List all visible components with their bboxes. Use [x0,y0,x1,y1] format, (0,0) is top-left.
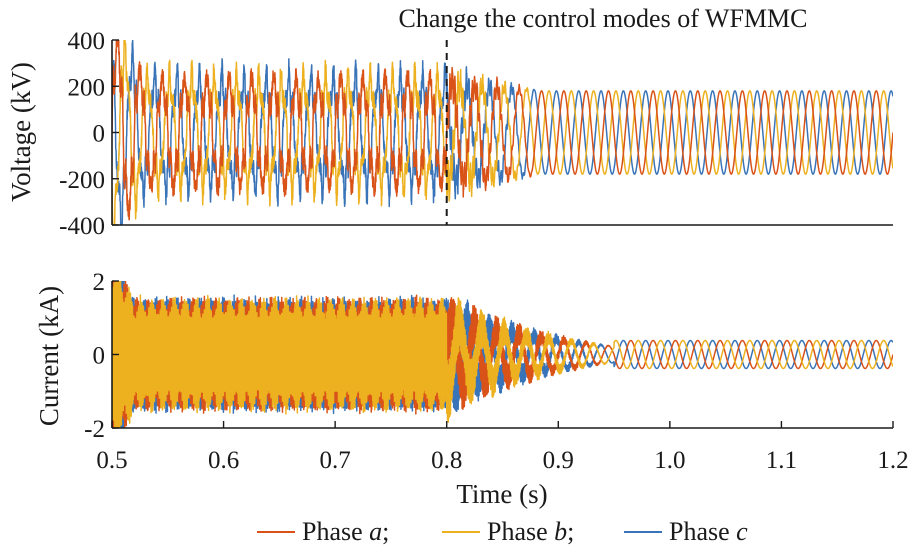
voltage-series-phase-b [112,40,893,225]
voltage-series-phase-c [112,40,893,225]
voltage-panel: 400 200 0 -200 -400 Voltage (kV) Change the … [6,4,893,240]
current-series-phase-b [112,281,893,428]
voltage-y-tick-label: -400 [59,213,105,240]
current-traces [112,281,893,428]
current-y-tick-label: 0 [93,343,106,370]
current-y-tick-label: -2 [84,416,105,443]
voltage-y-tick-label: 0 [93,121,106,148]
x-tick-label: 0.7 [320,447,351,474]
legend-label-phase-a: Phase a; [302,517,389,546]
current-panel: 2 0 -2 0.5 0.6 0.7 0.8 0.9 1.0 1.1 1.2 Current (k… [34,269,909,509]
voltage-y-ticks: 400 200 0 -200 -400 [59,28,119,240]
event-annotation: Change the control modes of WFMMC [399,4,808,33]
legend-label-phase-b: Phase b; [487,517,574,546]
current-y-axis-title: Current (kA) [34,286,64,426]
legend-label-phase-c: Phase c [669,517,748,546]
voltage-traces [112,40,893,225]
x-tick-label: 0.6 [208,447,239,474]
x-tick-label: 0.8 [431,447,462,474]
x-tick-label: 1.2 [877,447,908,474]
voltage-y-tick-label: 400 [68,28,106,55]
x-tick-label: 1.0 [654,447,685,474]
voltage-y-tick-label: -200 [59,167,105,194]
x-tick-label: 1.1 [766,447,797,474]
legend: Phase a; Phase b; Phase c [257,517,748,546]
current-y-ticks: 2 0 -2 [84,269,119,443]
x-axis-title: Time (s) [456,479,547,509]
x-tick-label: 0.9 [543,447,574,474]
current-x-ticks: 0.5 0.6 0.7 0.8 0.9 1.0 1.1 1.2 [96,421,909,474]
voltage-y-tick-label: 200 [68,74,106,101]
x-tick-label: 0.5 [96,447,127,474]
voltage-series-phase-a [112,40,893,221]
voltage-y-axis-title: Voltage (kV) [6,62,36,202]
current-y-tick-label: 2 [93,269,106,296]
